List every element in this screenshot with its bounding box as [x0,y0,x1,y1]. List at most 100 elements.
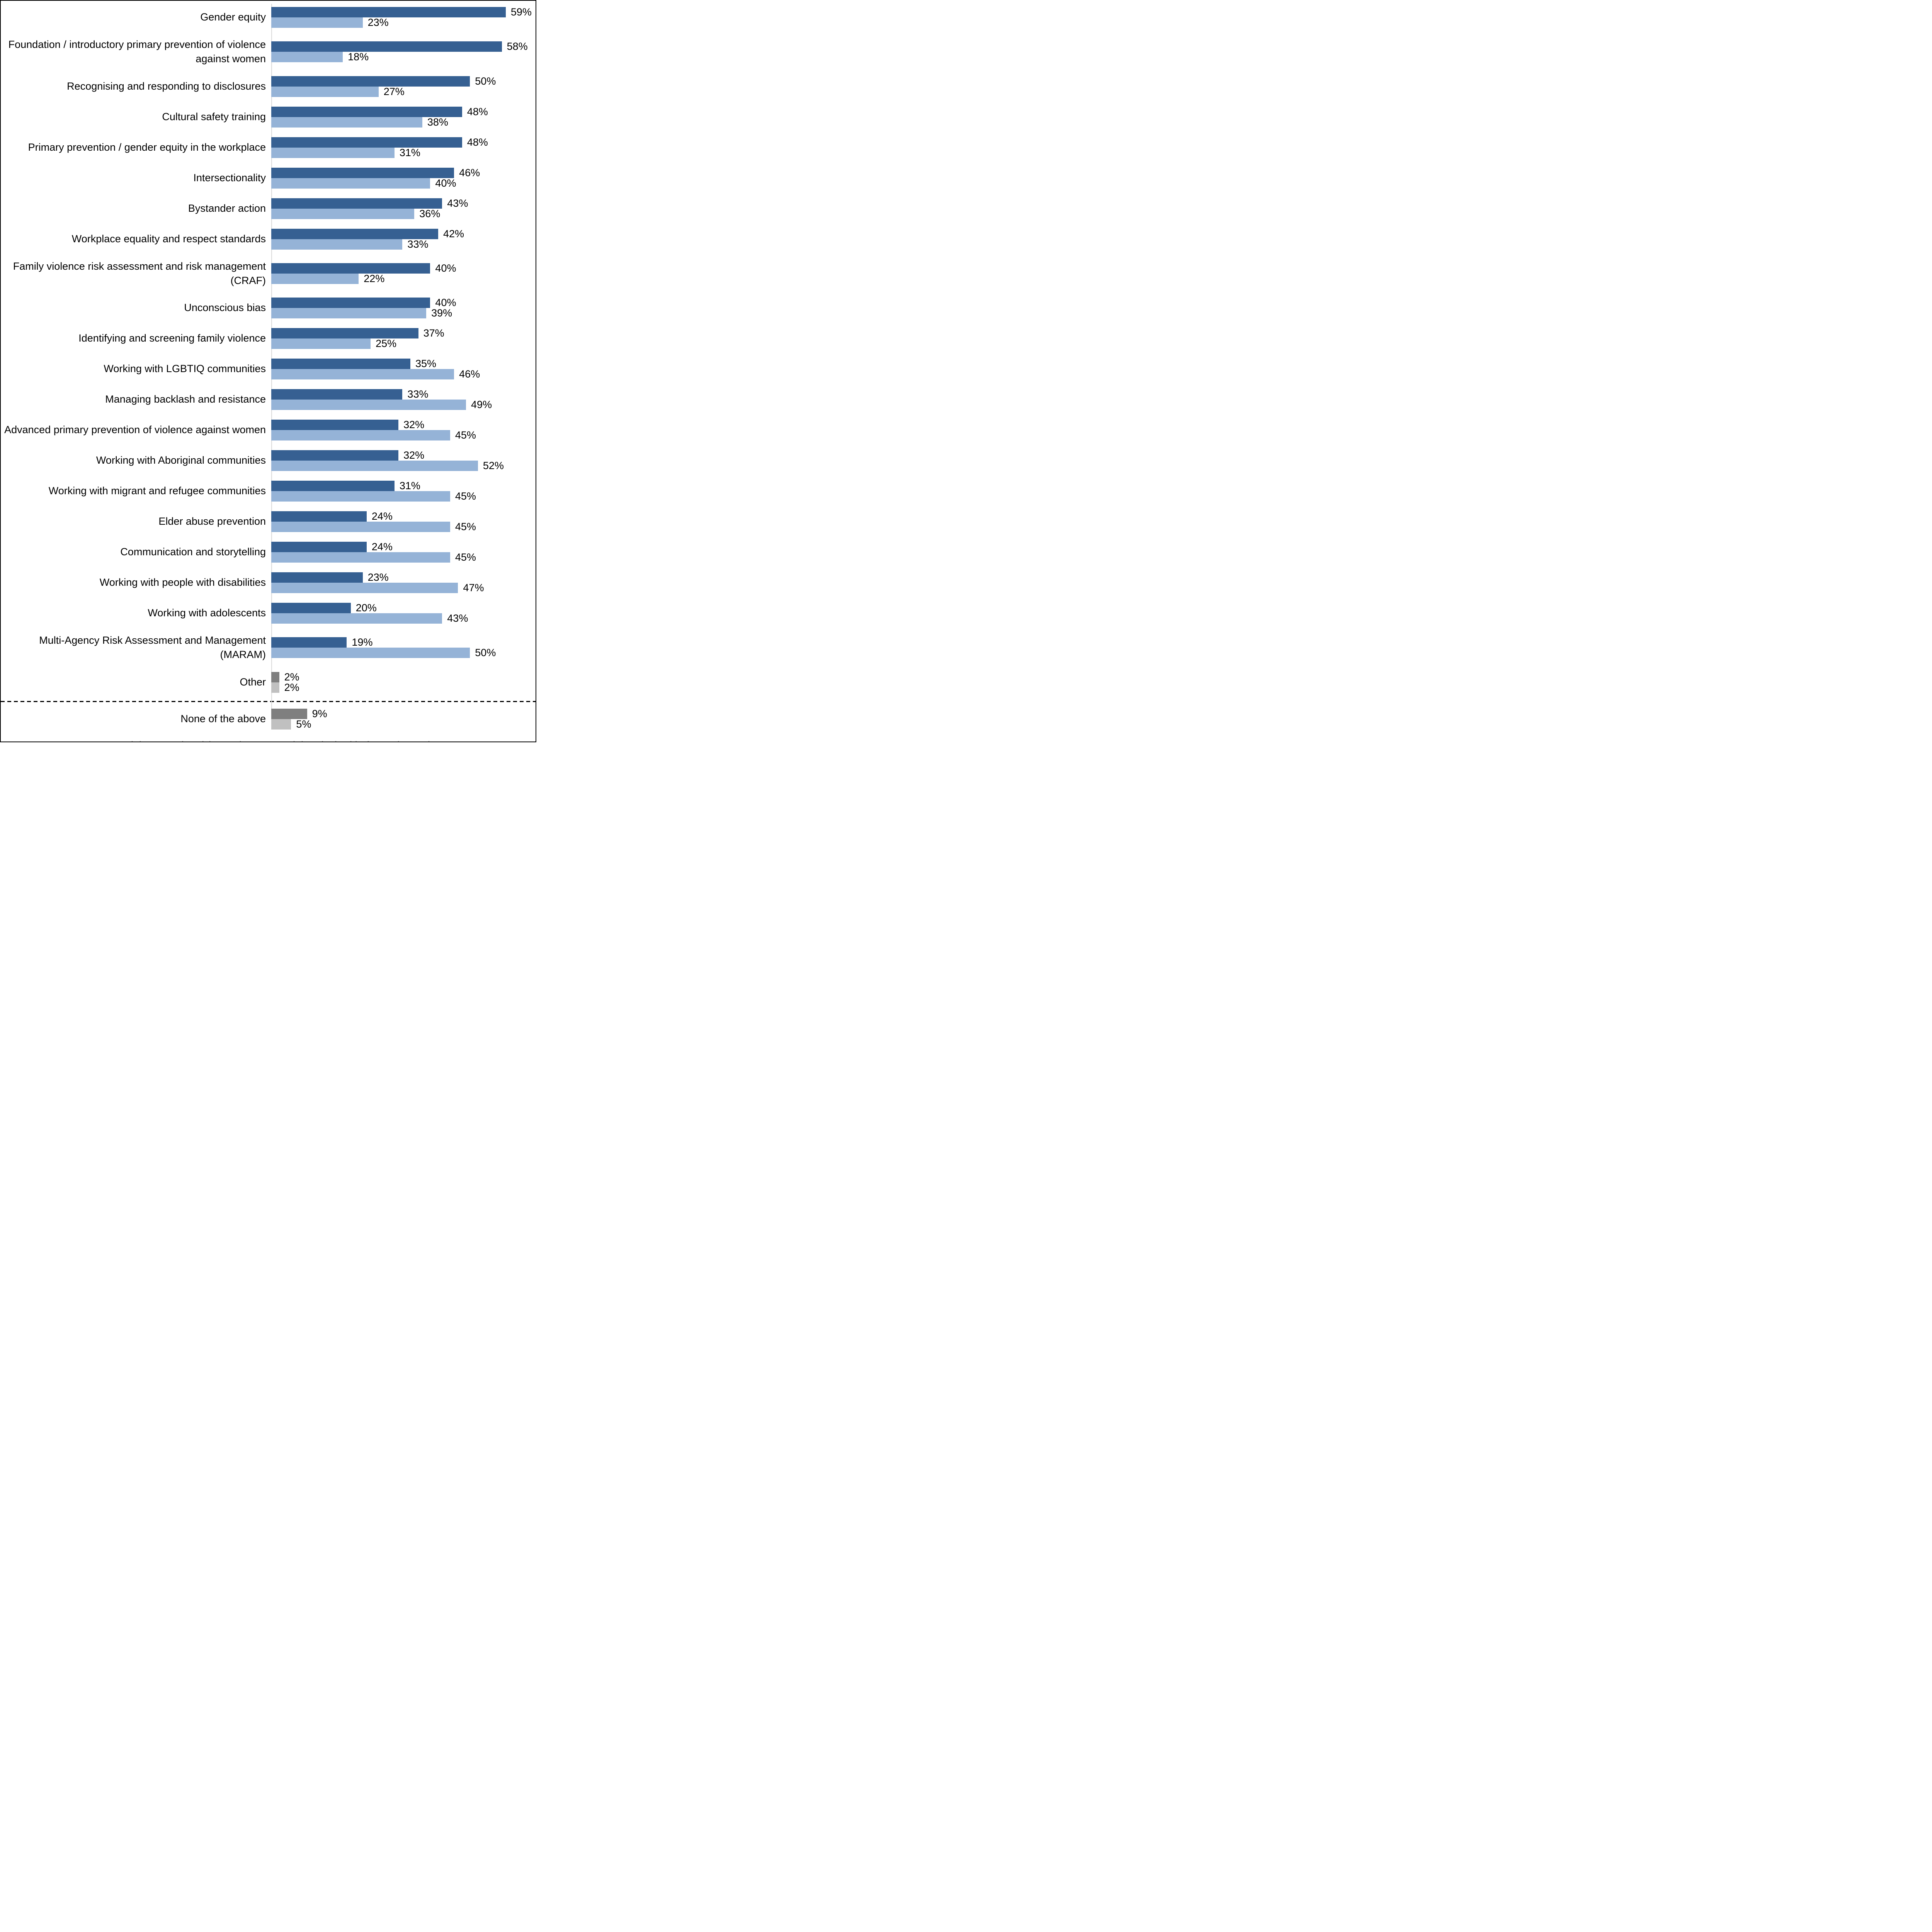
bar-completed [271,359,410,369]
bar-completed [271,7,506,17]
bar-line-completed: 48% [271,106,536,117]
legend-item-training-completed: Training completed (n=433) [105,740,243,742]
bar-completed [271,298,430,308]
bar-desired [271,147,395,158]
bar-line-desired: 22% [271,273,536,284]
bar-line-completed: 19% [271,636,536,648]
bar-line-completed: 59% [271,6,536,18]
bar-completed [271,481,395,491]
bar-group: 33% 49% [271,388,536,410]
category-label: Gender equity [200,11,266,23]
value-label-desired: 18% [348,51,369,63]
category-label: Advanced primary prevention of violence … [4,424,266,436]
bar-completed [271,511,367,522]
bar-line-completed: 48% [271,136,536,148]
bar-group: 35% 46% [271,358,536,380]
bar-group: 50% 27% [271,75,536,97]
bar-line-completed: 23% [271,571,536,583]
chart-plot-area: Gender equity 59% 23% Foundation / introduc… [1,1,536,742]
bar-completed [271,672,279,682]
bar-line-desired: 39% [271,307,536,319]
bar-completed [271,328,418,338]
value-label-completed: 40% [435,297,456,308]
category-label: None of the above [180,713,266,724]
value-label-desired: 39% [431,307,452,319]
bar-line-desired: 49% [271,399,536,410]
bar-line-completed: 32% [271,419,536,430]
value-label-completed: 31% [399,480,420,492]
bar-group: 24% 45% [271,541,536,563]
bar-line-desired: 5% [271,718,536,730]
bar-line-completed: 33% [271,388,536,400]
value-label-completed: 2% [284,671,299,683]
category-row: Family violence risk assessment and risk… [1,259,536,288]
bar-line-desired: 45% [271,551,536,563]
bar-group: 58% 18% [271,41,536,63]
legend-swatch-desired [266,742,274,743]
value-label-desired: 25% [376,338,397,349]
value-label-desired: 46% [459,368,480,380]
bar-completed [271,389,403,400]
bar-group: 37% 25% [271,327,536,349]
bar-completed [271,450,399,461]
bar-desired [271,117,422,128]
category-row: Bystander action 43% 36% [1,197,536,219]
bar-line-desired: 45% [271,521,536,532]
value-label-completed: 46% [459,167,480,179]
bar-line-completed: 46% [271,167,536,179]
value-label-completed: 20% [355,602,377,614]
bar-desired [271,719,291,730]
category-row: Advanced primary prevention of violence … [1,419,536,441]
value-label-completed: 32% [403,419,425,430]
bar-line-completed: 24% [271,541,536,553]
value-label-desired: 45% [455,490,476,502]
bar-line-desired: 45% [271,429,536,441]
bar-group: 32% 52% [271,449,536,471]
bar-line-desired: 2% [271,682,536,693]
value-label-completed: 43% [447,197,468,209]
training-topics-bar-chart: Gender equity 59% 23% Foundation / introduc… [0,0,536,742]
value-label-completed: 40% [435,262,456,274]
bar-desired [271,208,415,219]
value-label-completed: 24% [371,541,393,553]
category-row: Managing backlash and resistance 33% 49% [1,388,536,410]
value-label-completed: 24% [371,510,393,522]
bar-desired [271,583,458,593]
category-label: Working with people with disabilities [99,577,266,588]
value-label-desired: 47% [463,582,484,594]
bar-line-completed: 43% [271,197,536,209]
category-row: Communication and storytelling 24% 45% [1,541,536,563]
category-label: Communication and storytelling [120,546,266,558]
bar-line-desired: 33% [271,238,536,250]
bar-group: 48% 38% [271,106,536,128]
value-label-desired: 50% [475,647,496,659]
bar-desired [271,682,279,693]
category-label: Working with adolescents [148,607,266,619]
bar-group: 2% 2% [271,671,536,693]
value-label-completed: 19% [352,636,373,648]
bar-line-completed: 20% [271,602,536,614]
bar-line-completed: 40% [271,262,536,274]
bar-completed [271,637,347,648]
bar-desired [271,522,450,532]
category-label: Workplace equality and respect standards [71,233,266,245]
category-row: Recognising and responding to disclosure… [1,75,536,97]
category-row: Workplace equality and respect standards… [1,228,536,250]
category-label: Working with LGBTIQ communities [104,363,266,375]
bar-group: 43% 36% [271,197,536,219]
bar-line-desired: 50% [271,647,536,659]
category-row: Gender equity 59% 23% [1,6,536,28]
category-label: Intersectionality [193,172,266,184]
bar-line-completed: 9% [271,708,536,719]
bar-line-desired: 25% [271,338,536,349]
category-label: Identifying and screening family violenc… [78,332,266,344]
bar-group: 19% 50% [271,636,536,659]
bar-desired [271,491,450,502]
category-row: Working with people with disabilities 23%… [1,571,536,594]
category-label: Unconscious bias [184,302,266,314]
bar-completed [271,41,502,52]
category-row: None of the above 9% 5% [1,708,536,730]
bar-desired [271,400,466,410]
value-label-desired: 49% [471,399,492,410]
bar-group: 40% 39% [271,297,536,319]
